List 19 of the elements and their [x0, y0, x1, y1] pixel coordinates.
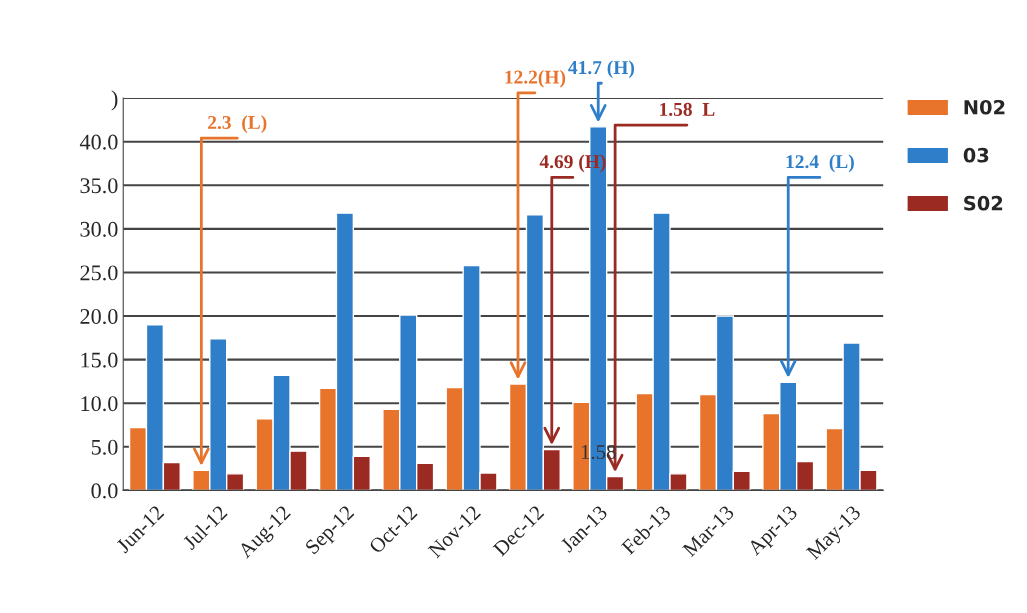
y-tick-label: 40.0 [79, 134, 118, 150]
y-tick-label: 35.0 [80, 178, 118, 194]
annotation: 1.58 [581, 444, 616, 460]
text: 12.2(H) [505, 69, 566, 88]
y-tick-label: 10.0 [81, 396, 118, 412]
y-tick-label: 25.0 [80, 265, 118, 281]
y-tick-label: 30.0 [80, 221, 118, 237]
annotation: 1.58 L [660, 102, 715, 117]
legend-label: S02 [964, 195, 1003, 211]
y-tick-label: ) [111, 90, 118, 111]
y-tick-label: 5.0 [91, 439, 118, 455]
annotation: 41.7 (H) [568, 60, 635, 79]
legend-label: 03 [963, 147, 989, 163]
y-tick-label: 20.0 [80, 308, 118, 325]
legend-label: N02 [964, 99, 1005, 115]
y-tick-label: 0.0 [91, 483, 118, 499]
annotation: 2.3 (L) [208, 115, 267, 133]
annotation: 12.4 (L) [786, 154, 854, 173]
y-tick-label: 15.0 [81, 352, 118, 368]
